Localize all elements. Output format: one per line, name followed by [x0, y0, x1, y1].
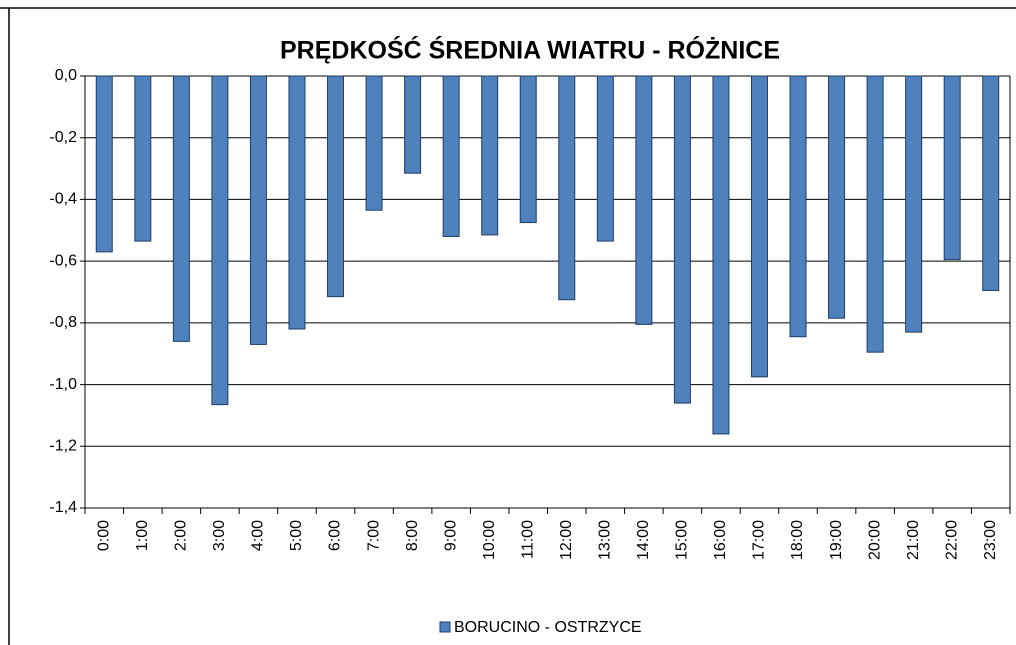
bar — [211, 75, 229, 406]
legend-swatch — [439, 621, 451, 633]
bar — [943, 75, 961, 261]
bar — [712, 75, 730, 435]
x-tick-label: 12:00 — [558, 520, 575, 560]
y-tick-label: -0,4 — [49, 191, 77, 208]
bar — [673, 75, 691, 404]
x-tick-label: 9:00 — [442, 520, 459, 551]
bar — [327, 75, 345, 298]
y-tick-label: 0,0 — [55, 67, 77, 84]
x-tick-label: 16:00 — [712, 520, 729, 560]
bar — [596, 75, 614, 242]
y-tick-label: -0,8 — [49, 314, 77, 331]
x-tick-label: 21:00 — [905, 520, 922, 560]
x-tick-label: 1:00 — [134, 520, 151, 551]
x-tick-label: 10:00 — [481, 520, 498, 560]
x-tick-label: 8:00 — [404, 520, 421, 551]
x-tick-label: 7:00 — [365, 520, 382, 551]
bar — [905, 75, 923, 333]
bar — [249, 75, 267, 345]
x-tick-label: 23:00 — [982, 520, 999, 560]
x-tick-label: 13:00 — [597, 520, 614, 560]
bar — [172, 75, 190, 342]
x-tick-label: 3:00 — [211, 520, 228, 551]
bar — [95, 75, 113, 253]
x-tick-label: 15:00 — [674, 520, 691, 560]
x-tick-label: 2:00 — [173, 520, 190, 551]
x-tick-label: 17:00 — [751, 520, 768, 560]
y-tick-label: -1,0 — [49, 376, 77, 393]
y-tick-label: -1,4 — [49, 499, 77, 516]
bar — [288, 75, 306, 330]
bar — [750, 75, 768, 378]
x-tick-label: 22:00 — [943, 520, 960, 560]
x-tick-label: 4:00 — [250, 520, 267, 551]
x-tick-label: 18:00 — [789, 520, 806, 560]
x-tick-label: 19:00 — [828, 520, 845, 560]
bar — [635, 75, 653, 325]
y-tick-label: -0,6 — [49, 252, 77, 269]
y-tick-label: -0,2 — [49, 129, 77, 146]
x-tick-label: 5:00 — [288, 520, 305, 551]
x-tick-label: 11:00 — [519, 520, 536, 559]
legend-label: BORUCINO - OSTRZYCE — [454, 619, 642, 636]
x-tick-label: 6:00 — [327, 520, 344, 551]
bar — [982, 75, 1000, 291]
bar — [404, 75, 422, 174]
bar — [442, 75, 460, 237]
bar — [558, 75, 576, 301]
bar — [789, 75, 807, 338]
bar — [519, 75, 537, 224]
bar — [481, 75, 499, 236]
chart-title: PRĘDKOŚĆ ŚREDNIA WIATRU - RÓŻNICE — [280, 35, 780, 65]
x-tick-label: 20:00 — [866, 520, 883, 560]
x-tick-label: 14:00 — [635, 520, 652, 560]
bar — [365, 75, 383, 211]
bar — [134, 75, 152, 242]
x-tick-label: 0:00 — [95, 520, 112, 551]
bar — [866, 75, 884, 353]
y-tick-label: -1,2 — [49, 438, 77, 455]
bar — [828, 75, 846, 319]
